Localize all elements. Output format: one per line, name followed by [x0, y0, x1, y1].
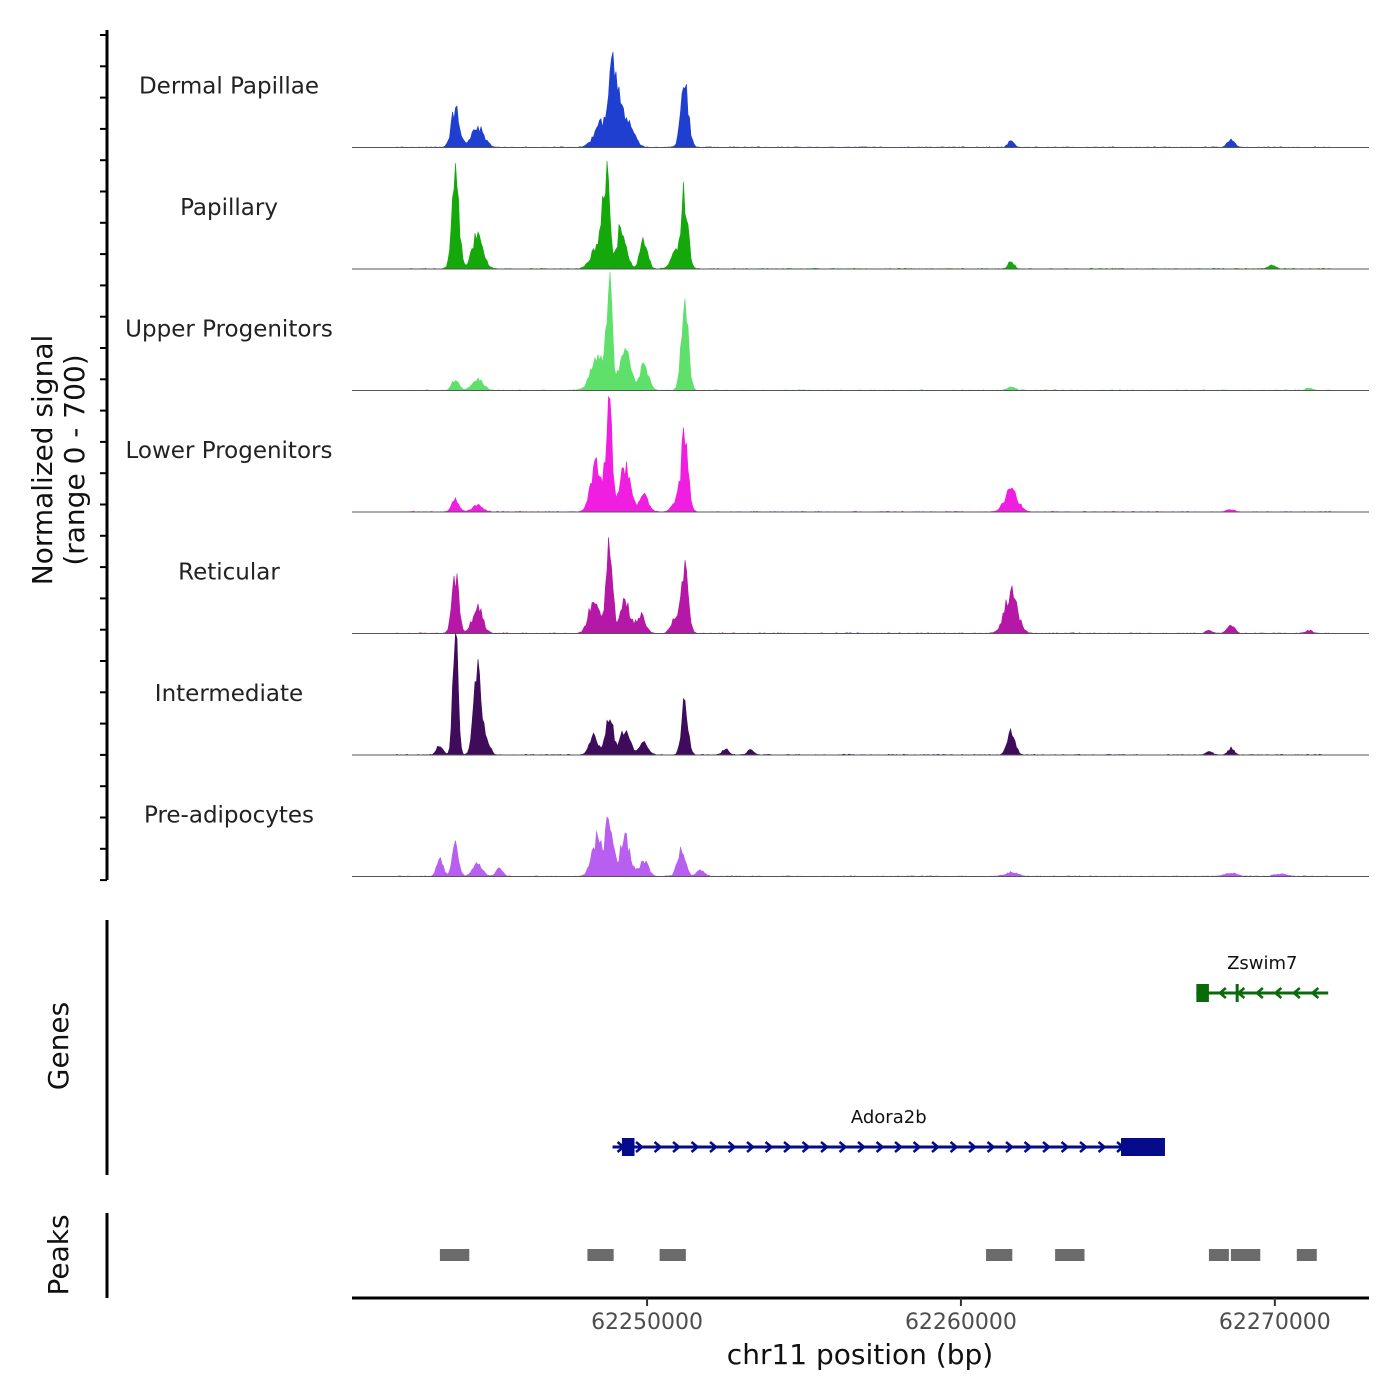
- peak-region: [1055, 1249, 1085, 1261]
- signal-area: [352, 160, 1369, 270]
- strand-chevron: [764, 1141, 774, 1153]
- track-papillary: Papillary: [180, 160, 1369, 270]
- strand-chevron: [1217, 987, 1227, 999]
- strand-chevron: [1079, 1141, 1088, 1153]
- strand-chevron: [690, 1141, 700, 1153]
- signal-area: [352, 51, 1369, 148]
- strand-chevron: [801, 1141, 811, 1153]
- genes-track-label: Genes: [42, 1002, 75, 1090]
- peak-region: [659, 1249, 686, 1261]
- strand-chevron: [1042, 1141, 1051, 1153]
- track-label: Pre-adipocytes: [144, 803, 314, 829]
- strand-chevron: [857, 1141, 866, 1153]
- gene-adora2b: Adora2b: [612, 1107, 1165, 1156]
- gene-exon: [1235, 984, 1239, 1002]
- gene-zswim7: Zswim7: [1196, 953, 1329, 1002]
- strand-chevron: [727, 1141, 737, 1153]
- strand-chevron: [894, 1141, 903, 1153]
- strand-chevron: [986, 1141, 996, 1153]
- y-axis-range-label: (range 0 - 700): [58, 354, 91, 565]
- strand-chevron: [783, 1141, 792, 1153]
- track-label: Dermal Papillae: [139, 74, 319, 100]
- peak-region: [587, 1249, 614, 1261]
- gene-annotations: Zswim7 Adora2b: [612, 953, 1329, 1156]
- signal-area: [352, 816, 1369, 877]
- strand-chevron: [1273, 987, 1283, 999]
- track-reticular: Reticular: [178, 537, 1369, 634]
- signal-area: [352, 537, 1369, 634]
- strand-chevron: [1254, 987, 1264, 999]
- strand-chevron: [838, 1141, 848, 1153]
- x-axis-title: chr11 position (bp): [727, 1338, 993, 1371]
- strand-chevron: [820, 1141, 829, 1153]
- strand-chevron: [1291, 987, 1301, 999]
- track-label: Intermediate: [155, 681, 303, 707]
- strand-chevron: [875, 1141, 885, 1153]
- strand-chevron: [1023, 1141, 1033, 1153]
- peak-region: [1296, 1249, 1317, 1261]
- x-tick-label: 62250000: [591, 1310, 703, 1335]
- x-axis-ticks: 62250000 62260000 62270000: [591, 1298, 1331, 1335]
- track-lower-progenitors: Lower Progenitors: [126, 395, 1369, 513]
- gene-exon: [1121, 1138, 1165, 1156]
- track-upper-progenitors: Upper Progenitors: [125, 271, 1369, 391]
- track-label: Upper Progenitors: [125, 317, 333, 343]
- strand-chevron: [931, 1141, 940, 1153]
- gene-exon: [621, 1138, 635, 1156]
- strand-chevron: [912, 1141, 922, 1153]
- y-axis-title: Normalized signal: [26, 335, 59, 586]
- strand-chevron: [635, 1141, 644, 1153]
- strand-chevron: [746, 1141, 755, 1153]
- strand-chevron: [1097, 1141, 1107, 1153]
- signal-area: [352, 633, 1369, 756]
- strand-chevron: [653, 1141, 663, 1153]
- track-dermal-papillae: Dermal Papillae: [139, 51, 1369, 148]
- gene-label: Adora2b: [851, 1107, 927, 1128]
- strand-chevron: [949, 1141, 959, 1153]
- strand-chevron: [1310, 987, 1320, 999]
- peaks-track-label: Peaks: [42, 1214, 75, 1295]
- strand-chevron: [968, 1141, 977, 1153]
- track-intermediate: Intermediate: [155, 633, 1369, 756]
- strand-chevron: [1060, 1141, 1070, 1153]
- signal-y-axis-ticks: [100, 34, 107, 882]
- strand-chevron: [1005, 1141, 1014, 1153]
- signal-area: [352, 271, 1369, 391]
- gene-label: Zswim7: [1227, 953, 1297, 974]
- track-label: Reticular: [178, 560, 280, 586]
- peak-region: [439, 1249, 470, 1261]
- peak-regions: [439, 1249, 1317, 1261]
- peak-region: [1208, 1249, 1229, 1261]
- track-label: Papillary: [180, 195, 278, 221]
- gene-exon: [1196, 984, 1209, 1002]
- track-label: Lower Progenitors: [126, 438, 333, 464]
- x-tick-label: 62260000: [905, 1310, 1017, 1335]
- strand-chevron: [672, 1141, 681, 1153]
- peak-region: [1230, 1249, 1261, 1261]
- signal-tracks: Dermal Papillae Papillary Upper Progenitor…: [125, 51, 1369, 877]
- strand-chevron: [709, 1141, 718, 1153]
- peak-region: [986, 1249, 1013, 1261]
- signal-area: [352, 395, 1369, 513]
- track-pre-adipocytes: Pre-adipocytes: [144, 803, 1369, 877]
- x-tick-label: 62270000: [1219, 1310, 1331, 1335]
